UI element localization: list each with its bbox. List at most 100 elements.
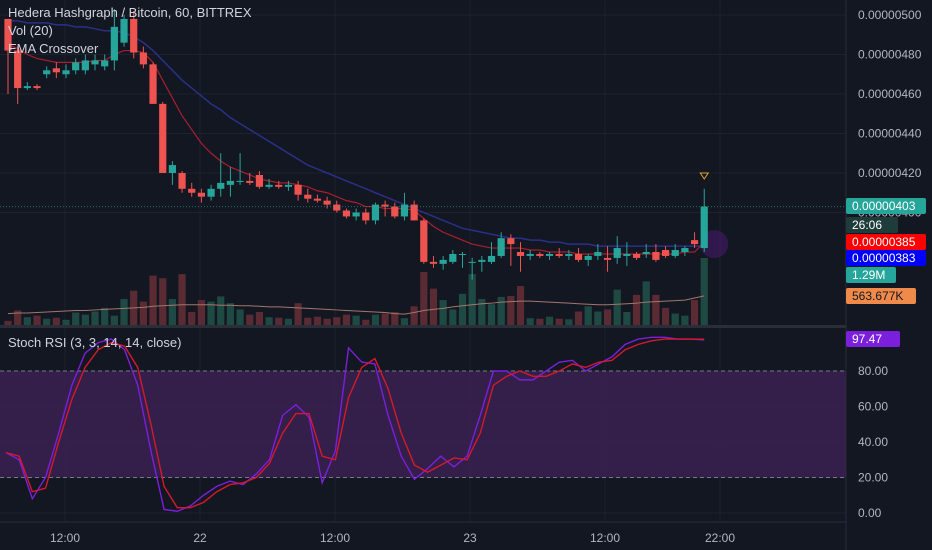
volume-bar (91, 311, 99, 325)
volume-bar (52, 317, 60, 325)
volume-bar (217, 296, 225, 325)
ema-legend[interactable]: EMA Crossover (8, 41, 99, 56)
ema-slow-badge-bg (846, 250, 926, 266)
volume-bar (449, 309, 457, 325)
candle-body (226, 180, 235, 185)
volume-bar (555, 318, 563, 325)
candle-body (14, 50, 22, 89)
stoch-tick-label: 80.00 (858, 364, 888, 378)
candle-body (497, 238, 505, 256)
volume-legend[interactable]: Vol (20) (8, 23, 53, 38)
candle-body (130, 18, 138, 53)
volume-bar (391, 312, 399, 325)
candle-body (690, 240, 699, 245)
time-tick-label: 22 (193, 531, 207, 545)
volume-bar (72, 312, 80, 325)
volume-bar (62, 319, 70, 325)
candle-body (120, 18, 128, 43)
candle-body (333, 204, 341, 211)
volume-bar (139, 301, 147, 325)
stoch-rsi-lines (5, 336, 705, 512)
candle-body (62, 70, 70, 75)
volume-bar (671, 313, 679, 325)
volume-bar (623, 312, 631, 325)
countdown-badge-bg (846, 217, 898, 233)
candle-body (507, 238, 515, 245)
axis-badges: 0.00000403 26:06 0.00000385 0.00000383 1.29M… (846, 198, 926, 347)
ema-fast-badge: 0.00000385 (852, 235, 916, 249)
candle-body (23, 86, 31, 89)
stoch-rsi-legend[interactable]: Stoch RSI (3, 3, 14, 14, close) (8, 335, 182, 350)
volume-bar (207, 301, 215, 325)
stoch-value-badge-bg (846, 331, 900, 347)
candle-body (487, 255, 496, 262)
candle-body (623, 253, 631, 256)
volume-ma-badge-bg (846, 288, 916, 304)
volume-bar (603, 309, 612, 325)
volume-bar (43, 318, 51, 325)
volume-badge: 1.29M (852, 268, 885, 282)
candle-body (449, 253, 457, 262)
candle-body (516, 252, 525, 256)
time-tick-label: 12:00 (50, 531, 80, 545)
volume-bar (110, 315, 118, 325)
volume-bar (323, 318, 331, 325)
candle-body (139, 52, 147, 65)
volume-bar (313, 316, 322, 325)
signal-arrow (699, 172, 710, 180)
candle-body (275, 184, 283, 187)
volume-bar (458, 293, 467, 325)
candle-body (197, 192, 205, 197)
candle-body (168, 165, 176, 173)
volume-bar (226, 303, 235, 325)
volume-bar (681, 315, 689, 325)
volume-bar (497, 296, 505, 325)
price-tick-label: 0.00000460 (858, 87, 922, 101)
candle-body (545, 253, 554, 256)
volume-bar (81, 314, 89, 325)
volume-bar (168, 299, 176, 325)
volume-bar (188, 312, 196, 325)
candle-body (81, 60, 89, 71)
candle-body (671, 250, 679, 256)
volume-bar (613, 289, 621, 325)
volume-bar (275, 317, 283, 325)
candle-body (265, 184, 273, 187)
time-axis: 12:00 22 12:00 23 12:00 22:00 (50, 531, 735, 545)
volume-bar (284, 318, 293, 325)
last-price-badge: 0.00000403 (852, 199, 916, 213)
candle-body (478, 259, 486, 262)
candle-body (110, 26, 118, 61)
candle-body (526, 253, 534, 256)
stoch-rsi-band (0, 370, 846, 478)
volume-bar (468, 274, 476, 325)
candle-body (72, 62, 80, 71)
candle-body (284, 184, 293, 187)
volume-bar (526, 318, 534, 325)
volume-bar (420, 272, 428, 325)
candle-body (255, 174, 264, 187)
stoch-value-badge: 97.47 (852, 332, 882, 346)
volume-bar (642, 281, 650, 325)
candle-body (700, 206, 708, 249)
volume-bar (362, 319, 370, 325)
volume-bar (149, 275, 157, 325)
candle-body (236, 180, 244, 182)
volume-bar (197, 300, 205, 325)
candle-body (584, 255, 592, 260)
last-price-badge-bg (846, 198, 926, 214)
candle-body (420, 220, 428, 262)
price-tick-label: 0.00000480 (858, 48, 922, 62)
candle-body (149, 64, 157, 104)
volume-bar (33, 315, 41, 325)
volume-bar (342, 314, 351, 325)
volume-ma-badge: 563.677K (852, 289, 903, 303)
candle-body (381, 204, 389, 207)
volume-bar (410, 306, 418, 325)
volume-bar (661, 307, 670, 325)
candle-body (159, 103, 167, 173)
candle-body (43, 70, 51, 75)
volume-ma-line (7, 295, 705, 315)
candle-body (313, 198, 322, 201)
